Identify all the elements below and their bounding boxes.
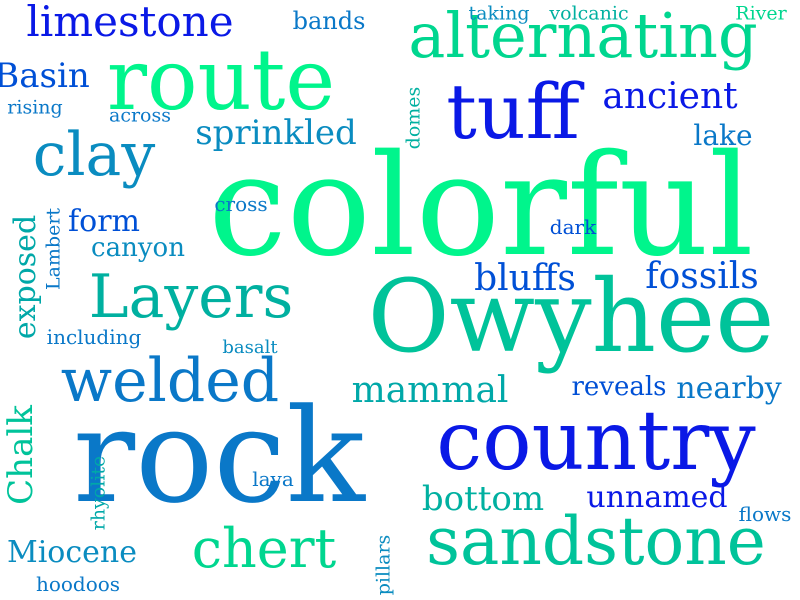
word-limestone: limestone <box>26 0 234 46</box>
word-rhyolite: rhyolite <box>87 455 110 531</box>
word-hoodoos: hoodoos <box>35 572 121 596</box>
word-basalt: basalt <box>222 337 278 358</box>
word-nearby: nearby <box>676 371 782 406</box>
word-rising: rising <box>7 96 63 119</box>
word-ancient: ancient <box>602 76 738 117</box>
word-miocene: Miocene <box>6 535 138 570</box>
word-sandstone: sandstone <box>426 503 766 580</box>
word-across: across <box>109 104 171 127</box>
word-welded: welded <box>60 346 280 416</box>
word-country: country <box>436 394 756 489</box>
word-dark: dark <box>549 215 597 239</box>
word-mammal: mammal <box>351 370 509 411</box>
word-volcanic: volcanic <box>549 2 629 25</box>
word-lava: lava <box>252 467 294 491</box>
word-taking: taking <box>468 2 530 25</box>
word-tuff: tuff <box>446 67 580 156</box>
word-lambert: Lambert <box>42 207 65 291</box>
word-lake: lake <box>693 119 753 152</box>
word-bands: bands <box>292 7 366 35</box>
word-domes: domes <box>402 86 425 150</box>
word-layers: Layers <box>88 262 294 332</box>
word-cross: cross <box>214 192 268 216</box>
word-alternating: alternating <box>408 0 758 72</box>
word-flows: flows <box>738 502 792 526</box>
word-rock: rock <box>73 380 365 532</box>
word-canyon: canyon <box>91 233 185 263</box>
word-reveals: reveals <box>571 372 667 402</box>
word-form: form <box>68 204 140 239</box>
word-exposed: exposed <box>8 214 43 340</box>
word-pillars: pillars <box>372 534 395 596</box>
word-bluffs: bluffs <box>474 258 576 299</box>
word-colorful: colorful <box>208 125 754 288</box>
word-fossils: fossils <box>645 256 759 297</box>
word-sprinkled: sprinkled <box>195 113 357 153</box>
word-clay: clay <box>32 120 156 190</box>
word-including: including <box>46 325 142 349</box>
word-chalk: Chalk <box>1 405 41 505</box>
word-bottom: bottom <box>421 479 545 519</box>
word-unnamed: unnamed <box>586 480 728 515</box>
word-river: River <box>735 2 787 25</box>
word-chert: chert <box>191 517 337 580</box>
word-basin: Basin <box>0 56 90 96</box>
word-route: route <box>106 31 336 129</box>
word-owyhee: Owyhee <box>367 258 775 375</box>
